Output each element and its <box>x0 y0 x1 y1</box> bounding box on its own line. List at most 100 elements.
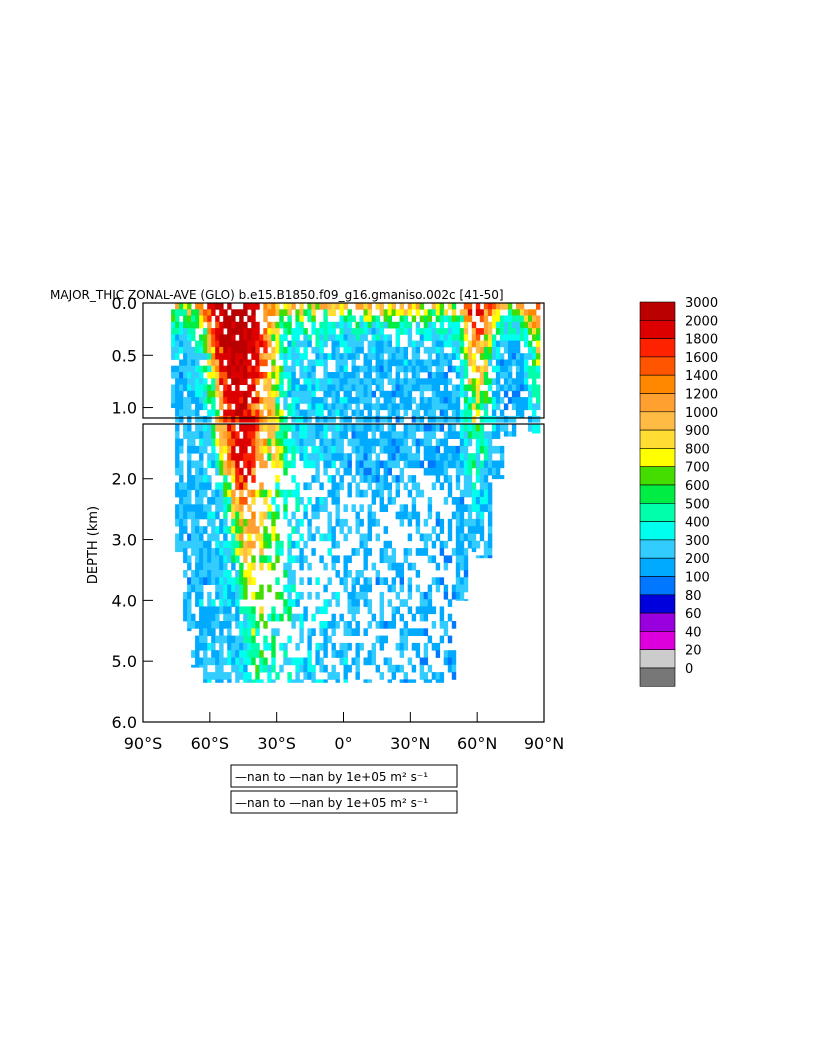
field-cell <box>227 621 232 629</box>
field-cell <box>419 489 425 498</box>
field-cell <box>195 445 200 454</box>
field-cell <box>331 613 336 622</box>
field-cell <box>487 334 493 342</box>
field-cell <box>239 548 244 556</box>
field-cell <box>287 309 292 316</box>
field-cell <box>375 321 380 329</box>
field-cell <box>495 346 501 354</box>
field-cell <box>435 403 441 411</box>
field-cell <box>203 650 208 658</box>
field-cell <box>299 518 304 527</box>
field-cell <box>331 403 336 411</box>
chart-title: MAJOR_THIC ZONAL-AVE (GLO) b.e15.B1850.f… <box>50 288 504 302</box>
field-cell <box>335 378 340 385</box>
field-cell <box>411 372 417 379</box>
field-cell <box>251 346 256 354</box>
field-cell <box>407 424 413 432</box>
field-cell <box>451 650 457 658</box>
field-cell <box>231 591 236 600</box>
y-tick-label: 0.5 <box>112 346 137 365</box>
field-cell <box>483 365 489 373</box>
field-cell <box>287 591 292 600</box>
field-cell <box>463 397 469 404</box>
field-cell <box>215 378 220 385</box>
field-cell <box>247 548 252 556</box>
field-cell <box>195 526 200 534</box>
field-cell <box>203 511 208 520</box>
y-tick-label: 0.0 <box>112 294 137 313</box>
field-cell <box>463 303 469 310</box>
field-cell <box>507 384 513 392</box>
field-cell <box>523 359 529 367</box>
field-cell <box>311 628 316 636</box>
field-cell <box>291 460 296 469</box>
field-cell <box>515 384 521 392</box>
field-cell <box>311 431 316 439</box>
field-cell <box>271 562 276 571</box>
field-cell <box>207 390 212 398</box>
field-cell <box>391 359 396 367</box>
field-cell <box>335 321 340 329</box>
field-cell <box>363 453 368 461</box>
field-cell <box>379 482 384 491</box>
field-cell <box>319 415 324 423</box>
field-cell <box>179 303 184 310</box>
field-cell <box>239 664 244 673</box>
field-cell <box>223 390 228 398</box>
field-cell <box>267 431 272 439</box>
field-cell <box>415 346 421 354</box>
field-cell <box>203 570 208 578</box>
field-cell <box>215 409 220 417</box>
field-cell <box>343 321 348 329</box>
field-cell <box>363 489 368 498</box>
field-cell <box>271 384 276 392</box>
field-cell <box>291 303 296 310</box>
field-cell <box>355 453 360 461</box>
field-cell <box>227 548 232 556</box>
field-cell <box>303 445 308 454</box>
field-cell <box>235 540 240 549</box>
field-cell <box>327 533 332 542</box>
field-cell <box>271 606 276 615</box>
field-cell <box>199 664 204 668</box>
field-cell <box>471 378 477 385</box>
field-cell <box>363 309 368 316</box>
field-cell <box>379 340 384 348</box>
field-cell <box>415 482 421 491</box>
field-cell <box>275 438 280 447</box>
field-cell <box>207 518 212 527</box>
field-cell <box>399 431 404 439</box>
field-cell <box>327 621 332 629</box>
field-cell <box>507 346 513 354</box>
field-cell <box>367 353 372 360</box>
field-cell <box>379 321 384 329</box>
field-cell <box>335 409 340 417</box>
field-cell <box>387 679 392 683</box>
field-cell <box>383 555 388 564</box>
field-cell <box>203 475 208 483</box>
field-cell <box>315 403 320 411</box>
field-cell <box>451 511 457 520</box>
field-cell <box>327 390 332 398</box>
field-cell <box>259 340 264 348</box>
field-cell <box>287 390 292 398</box>
colorbar-swatch <box>639 466 676 486</box>
field-cell <box>327 403 332 411</box>
field-cell <box>419 403 425 411</box>
field-cell <box>443 378 449 385</box>
field-cell <box>415 584 421 593</box>
field-cell <box>195 467 200 476</box>
field-cell <box>391 445 396 454</box>
field-cell <box>411 346 417 354</box>
field-cell <box>227 431 232 439</box>
field-cell <box>247 409 252 417</box>
field-cell <box>271 453 276 461</box>
field-cell <box>391 613 396 622</box>
field-cell <box>455 548 461 556</box>
field-cell <box>175 504 180 512</box>
field-cell <box>199 642 204 651</box>
field-cell <box>215 533 220 542</box>
field-cell <box>447 445 453 454</box>
field-cell <box>235 453 240 461</box>
field-cell <box>343 664 348 673</box>
